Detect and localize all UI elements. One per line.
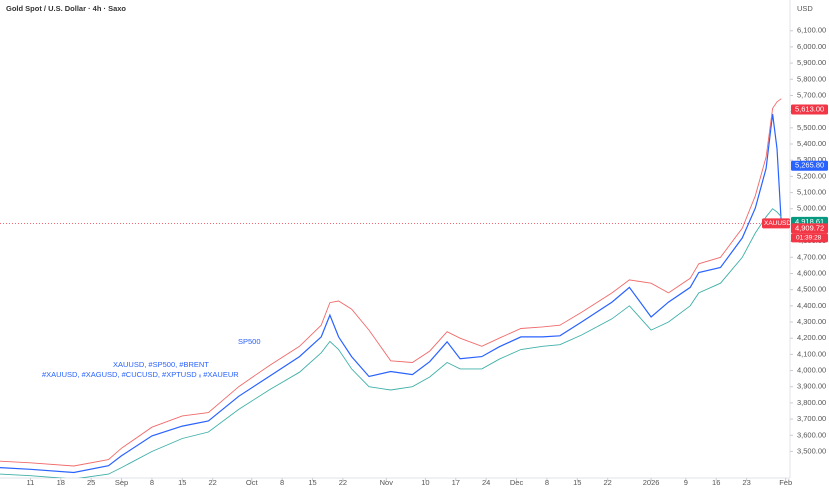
x-tick-label: Dec xyxy=(510,478,524,487)
x-tick-label: 11 xyxy=(26,478,34,487)
x-tick-label: 17 xyxy=(452,478,460,487)
symbol-tag xyxy=(762,218,790,229)
price-line xyxy=(0,208,782,478)
y-tick-label: 5,900.00 xyxy=(797,58,826,67)
x-tick-label: 9 xyxy=(684,478,688,487)
x-tick-label: Feb xyxy=(779,478,792,487)
price-line xyxy=(0,98,782,467)
y-tick-label: 3,900.00 xyxy=(797,382,826,391)
y-tick-label: 4,000.00 xyxy=(797,366,826,375)
y-tick-label: 4,500.00 xyxy=(797,285,826,294)
y-tick-label: 4,300.00 xyxy=(797,317,826,326)
x-tick-label: 16 xyxy=(712,478,720,487)
price-tag xyxy=(791,160,828,171)
x-tick-label: Sep xyxy=(115,478,128,487)
price-tag-label: 4,909.72 xyxy=(795,223,824,232)
y-tick-label: 5,700.00 xyxy=(797,90,826,99)
y-tick-label: 3,800.00 xyxy=(797,398,826,407)
x-tick-label: 15 xyxy=(573,478,581,487)
y-tick-label: 4,700.00 xyxy=(797,252,826,261)
countdown-tag xyxy=(791,233,828,243)
x-tick-label: 25 xyxy=(87,478,95,487)
price-tag-label: 5,613.00 xyxy=(795,105,824,114)
y-tick-label: 4,200.00 xyxy=(797,333,826,342)
y-tick-label: 3,700.00 xyxy=(797,414,826,423)
y-tick-label: 5,800.00 xyxy=(797,74,826,83)
x-tick-label: Oct xyxy=(246,478,259,487)
x-tick-label: 18 xyxy=(57,478,65,487)
y-tick-label: 3,600.00 xyxy=(797,430,826,439)
annotation: #XAUUSD, #XAGUSD, #CUCUSD, #XPTUSD ₓ #XA… xyxy=(42,370,239,379)
y-tick-label: 3,500.00 xyxy=(797,446,826,455)
x-tick-label: 23 xyxy=(742,478,750,487)
x-tick-label: 24 xyxy=(482,478,490,487)
annotation: XAUUSD, #SP500, #BRENT xyxy=(113,360,209,369)
x-tick-label: 22 xyxy=(209,478,217,487)
y-tick-label: 5,400.00 xyxy=(797,139,826,148)
x-tick-label: 8 xyxy=(545,478,549,487)
y-tick-label: 5,300.00 xyxy=(797,155,826,164)
x-tick-label: Nov xyxy=(380,478,394,487)
y-tick-label: 5,100.00 xyxy=(797,188,826,197)
x-tick-label: 15 xyxy=(178,478,186,487)
chart-title: Gold Spot / U.S. Dollar · 4h · Saxo xyxy=(6,4,126,13)
x-tick-label: 22 xyxy=(604,478,612,487)
y-tick-label: 5,000.00 xyxy=(797,204,826,213)
annotation: SP500 xyxy=(238,337,261,346)
price-tag xyxy=(791,104,828,115)
y-tick-label: 6,100.00 xyxy=(797,26,826,35)
x-tick-label: 15 xyxy=(308,478,316,487)
price-line xyxy=(0,113,782,474)
y-tick-label: 4,100.00 xyxy=(797,349,826,358)
y-tick-label: 6,000.00 xyxy=(797,42,826,51)
x-tick-label: 2026 xyxy=(643,478,660,487)
price-tag-label: 4,918.61 xyxy=(795,217,824,226)
countdown-label: 01:39:28 xyxy=(796,235,822,242)
currency: USD xyxy=(797,4,813,13)
y-tick-label: 5,500.00 xyxy=(797,123,826,132)
price-tag-label: 5,265.80 xyxy=(795,161,824,170)
x-tick-label: 22 xyxy=(339,478,347,487)
y-tick-label: 4,600.00 xyxy=(797,268,826,277)
x-tick-label: 8 xyxy=(150,478,154,487)
x-tick-label: 10 xyxy=(421,478,429,487)
symbol-tag-label: XAUUSD xyxy=(764,220,791,227)
price-tag xyxy=(791,223,828,234)
y-tick-label: 5,200.00 xyxy=(797,171,826,180)
x-tick-label: 8 xyxy=(280,478,284,487)
y-tick-label: 4,400.00 xyxy=(797,301,826,310)
